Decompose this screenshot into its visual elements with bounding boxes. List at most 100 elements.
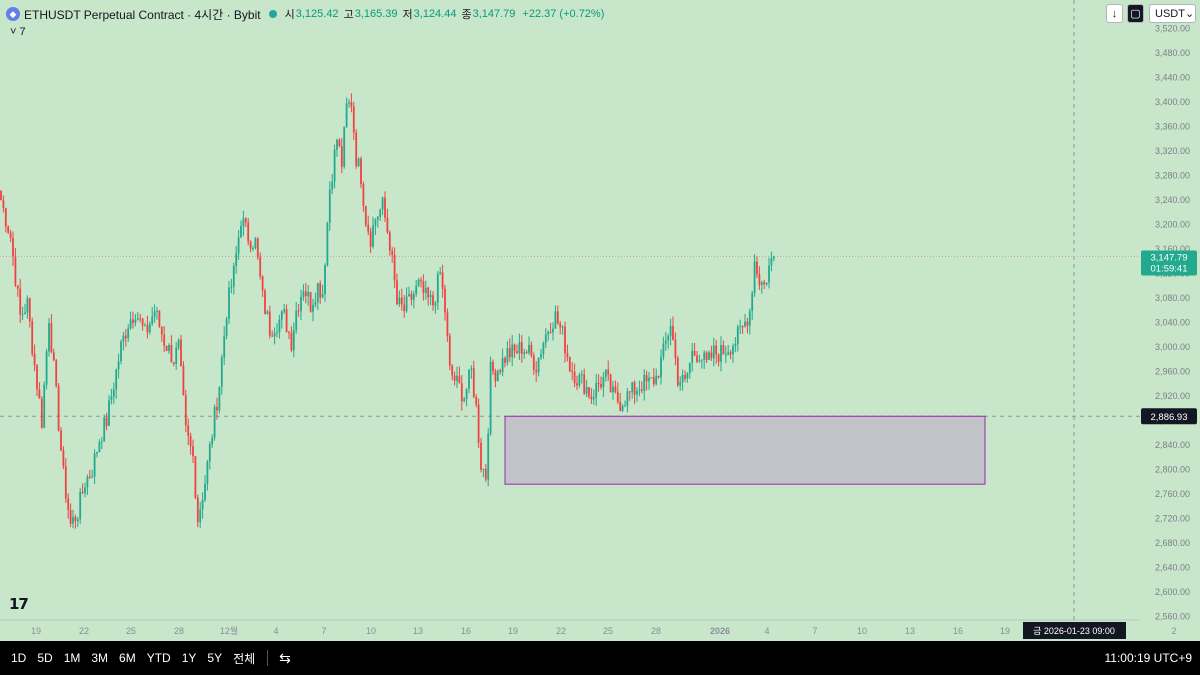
candle-body <box>576 383 578 386</box>
x-tick-label: 16 <box>953 626 963 636</box>
candle-body <box>768 265 770 283</box>
y-tick-label: 2,640.00 <box>1155 563 1190 573</box>
candle-body <box>230 286 233 288</box>
candle-body <box>705 352 708 361</box>
candle-body <box>640 389 643 391</box>
down-arrow-button[interactable]: ↓ <box>1106 4 1123 23</box>
eth-logo-icon: ◆ <box>6 7 20 21</box>
candle-body <box>192 446 194 457</box>
candle-body <box>290 332 293 351</box>
candle-body <box>633 382 636 395</box>
candle-body <box>427 287 430 298</box>
candle-body <box>38 389 41 399</box>
candle-body <box>746 321 749 326</box>
candle-body <box>542 342 545 355</box>
candle-body <box>21 314 24 316</box>
candle-body <box>501 358 504 372</box>
candle-body <box>124 335 127 339</box>
candle-body <box>410 294 413 300</box>
candle-body <box>732 346 734 355</box>
candle-body <box>189 435 192 447</box>
candle-body <box>148 323 151 333</box>
range-all[interactable]: 전체 <box>233 651 256 666</box>
candle-body <box>76 519 79 522</box>
range-5d[interactable]: 5D <box>37 651 53 665</box>
candle-body <box>276 332 278 334</box>
candle-body <box>499 370 502 372</box>
candle-body <box>160 326 163 335</box>
candle-body <box>667 336 670 341</box>
candle-body <box>74 516 77 522</box>
candle-body <box>355 132 358 166</box>
price-axis[interactable] <box>1140 0 1200 622</box>
range-5y[interactable]: 5Y <box>207 651 223 665</box>
candle-body <box>643 374 646 391</box>
candle-body <box>484 468 487 480</box>
candle-body <box>328 189 331 223</box>
candle-body <box>609 374 612 393</box>
x-tick-label: 19 <box>1000 626 1010 636</box>
candle-body <box>48 323 50 352</box>
close-label: 종 <box>461 9 472 21</box>
candle-body <box>218 386 221 411</box>
candle-body <box>621 406 624 411</box>
clock[interactable]: 11:00:19 UTC+9 <box>1104 651 1193 665</box>
candle-body <box>211 437 214 445</box>
range-ytd[interactable]: YTD <box>146 651 171 665</box>
candle-body <box>700 359 703 361</box>
candle-body <box>451 365 454 376</box>
candle-body <box>720 345 722 362</box>
candle-body <box>420 279 422 282</box>
market-status-icon <box>268 10 277 18</box>
range-1m[interactable]: 1M <box>63 651 81 665</box>
candle-body <box>772 256 775 259</box>
candle-body <box>57 386 60 431</box>
candle-body <box>494 371 497 382</box>
candle-body <box>693 350 696 356</box>
y-tick-label: 3,240.00 <box>1155 195 1190 205</box>
candle-body <box>458 375 461 384</box>
candle-body <box>400 297 403 305</box>
range-6m[interactable]: 6M <box>119 651 136 665</box>
candle-body <box>36 365 38 390</box>
open-value: 3,125.42 <box>295 8 339 20</box>
candle-body <box>52 352 55 361</box>
candle-body <box>679 381 682 386</box>
date-range-icon[interactable]: ⇆ <box>279 649 291 666</box>
symbol-title[interactable]: ETHUSDT Perpetual Contract · 4시간 · Bybit <box>24 7 261 22</box>
range-3m[interactable]: 3M <box>91 651 109 665</box>
candle-body <box>547 332 550 335</box>
candle-body <box>600 383 602 388</box>
range-1y[interactable]: 1Y <box>181 651 197 665</box>
candle-body <box>645 374 648 382</box>
candle-body <box>278 319 281 333</box>
candle-body <box>482 468 485 470</box>
candle-body <box>727 352 730 355</box>
indicator-toggle[interactable]: ˅ 7 <box>10 26 26 38</box>
candle-body <box>602 377 605 388</box>
crosshair-price-box <box>1141 408 1197 425</box>
candle-body <box>240 226 242 238</box>
candle-body <box>631 382 634 393</box>
currency-select[interactable]: USDT ⌄ <box>1149 4 1196 23</box>
candle-body <box>132 319 134 323</box>
candle-body <box>165 345 168 351</box>
candle-body <box>223 335 226 358</box>
candle-body <box>158 310 161 327</box>
candle-body <box>242 218 245 227</box>
candle-body <box>182 365 185 396</box>
candle-body <box>612 386 614 393</box>
candle-body <box>81 492 84 494</box>
candle-body <box>724 354 727 356</box>
candle-body <box>247 222 250 242</box>
candle-body <box>571 371 574 373</box>
candle-body <box>340 146 343 167</box>
support-zone-box[interactable] <box>504 415 986 485</box>
candle-body <box>60 430 62 451</box>
candle-body <box>220 357 223 387</box>
candle-body <box>139 318 142 320</box>
range-1d[interactable]: 1D <box>11 651 27 665</box>
candle-body <box>672 325 674 340</box>
chart-mode-button[interactable]: ▢ <box>1127 4 1144 23</box>
